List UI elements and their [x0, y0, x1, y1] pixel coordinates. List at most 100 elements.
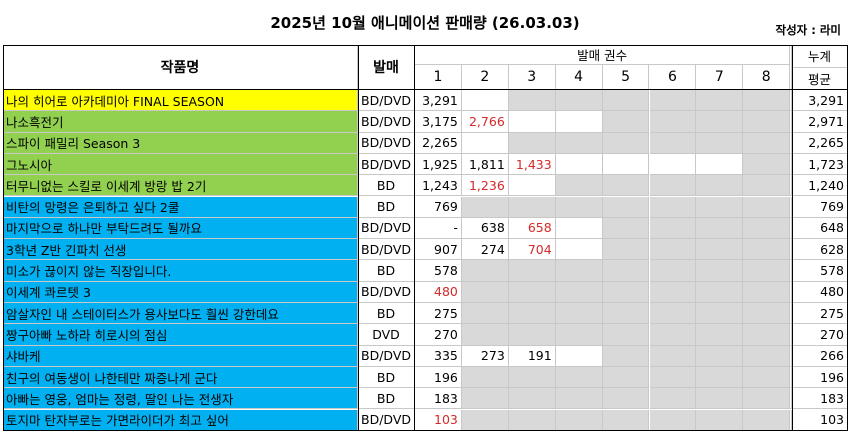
average-cell: 183: [792, 388, 848, 410]
format-cell: BD: [358, 388, 415, 410]
empty-cell: [508, 388, 556, 410]
empty-cell: [696, 303, 744, 325]
average-header: 평균: [792, 67, 848, 90]
empty-cell: [743, 132, 791, 154]
empty-cell: [508, 281, 556, 303]
format-cell: BD/DVD: [358, 90, 415, 112]
title-cell: 나의 히어로 아카데미아 FINAL SEASON: [3, 90, 358, 112]
empty-cell: [508, 260, 556, 282]
title-cell: 샤바케: [3, 345, 358, 367]
volume-cell: 2,766: [461, 111, 509, 133]
title-cell: 미소가 끊이지 않는 직장입니다.: [3, 260, 358, 282]
empty-cell: [602, 90, 650, 112]
empty-cell: [602, 388, 650, 410]
empty-cell: [602, 217, 650, 240]
empty-cell: [649, 260, 697, 282]
average-cell: 1,240: [792, 175, 848, 197]
empty-cell: [602, 132, 650, 154]
volume-cell: 480: [415, 281, 462, 303]
empty-cell: [461, 132, 509, 154]
empty-cell: [555, 239, 603, 261]
average-cell: 266: [792, 345, 848, 367]
empty-cell: [743, 90, 791, 112]
volume-cell: 335: [415, 345, 462, 367]
empty-cell: [461, 281, 509, 303]
empty-cell: [696, 345, 744, 367]
format-cell: BD: [358, 175, 415, 197]
volume-number: 3: [508, 65, 556, 90]
empty-cell: [555, 409, 603, 431]
volume-cell: 273: [461, 345, 509, 367]
empty-cell: [602, 260, 650, 282]
average-cell: 648: [792, 217, 848, 240]
average-cell: 196: [792, 366, 848, 389]
volume-cell: 3,291: [415, 90, 462, 112]
average-cell: 3,291: [792, 90, 848, 112]
volume-cell: 704: [508, 239, 556, 261]
empty-cell: [649, 409, 697, 431]
title: 2025년 10월 애니메이션 판매량 (26.03.03): [270, 13, 580, 32]
format-cell: BD/DVD: [358, 132, 415, 154]
empty-cell: [743, 260, 791, 282]
format-cell: BD/DVD: [358, 281, 415, 303]
gap: [790, 111, 792, 133]
empty-cell: [649, 196, 697, 218]
format-cell: BD: [358, 260, 415, 282]
average-cell: 628: [792, 239, 848, 261]
average-cell: 578: [792, 260, 848, 282]
average-cell: 275: [792, 303, 848, 325]
volume-number: 5: [602, 65, 650, 90]
empty-cell: [602, 345, 650, 367]
empty-cell: [696, 196, 744, 218]
gap: [790, 175, 792, 197]
empty-cell: [649, 366, 697, 389]
empty-cell: [555, 324, 603, 346]
title-cell: 터무니없는 스킬로 이세계 방랑 밥 2기: [3, 175, 358, 197]
gap: [790, 132, 792, 154]
empty-cell: [555, 281, 603, 303]
empty-cell: [696, 388, 744, 410]
empty-cell: [696, 132, 744, 154]
volume-cell: 1,925: [415, 153, 462, 176]
empty-cell: [555, 388, 603, 410]
format-cell: BD: [358, 303, 415, 325]
title-cell: 나소흑전기: [3, 111, 358, 133]
title-cell: 토지마 탄자부로는 가면라이더가 최고 싶어: [3, 409, 358, 431]
empty-cell: [602, 303, 650, 325]
empty-cell: [461, 388, 509, 410]
format-cell: BD/DVD: [358, 239, 415, 261]
empty-cell: [743, 111, 791, 133]
volume-cell: 196: [415, 366, 462, 389]
volume-cell: 275: [415, 303, 462, 325]
title-cell: 아빠는 영웅, 엄마는 정령, 딸인 나는 전생자: [3, 388, 358, 410]
empty-cell: [508, 324, 556, 346]
empty-cell: [649, 132, 697, 154]
empty-cell: [649, 345, 697, 367]
gap: [790, 260, 792, 282]
empty-cell: [602, 196, 650, 218]
average-cell: 103: [792, 409, 848, 431]
volume-cell: 270: [415, 324, 462, 346]
gap: [790, 281, 792, 303]
empty-cell: [508, 111, 556, 133]
empty-cell: [696, 239, 744, 261]
empty-cell: [649, 303, 697, 325]
empty-cell: [555, 111, 603, 133]
gap: [790, 239, 792, 261]
empty-cell: [649, 239, 697, 261]
empty-cell: [696, 217, 744, 240]
volume-cell: 578: [415, 260, 462, 282]
column-header: 발매 권수: [415, 45, 791, 65]
empty-cell: [602, 409, 650, 431]
empty-cell: [743, 281, 791, 303]
empty-cell: [461, 260, 509, 282]
empty-cell: [743, 366, 791, 389]
volume-cell: 1,433: [508, 153, 556, 176]
empty-cell: [461, 90, 509, 112]
volume-number: 1: [415, 65, 462, 90]
volume-number: 4: [555, 65, 603, 90]
format-cell: DVD: [358, 324, 415, 346]
volume-number: 2: [461, 65, 509, 90]
gap: [790, 366, 792, 389]
